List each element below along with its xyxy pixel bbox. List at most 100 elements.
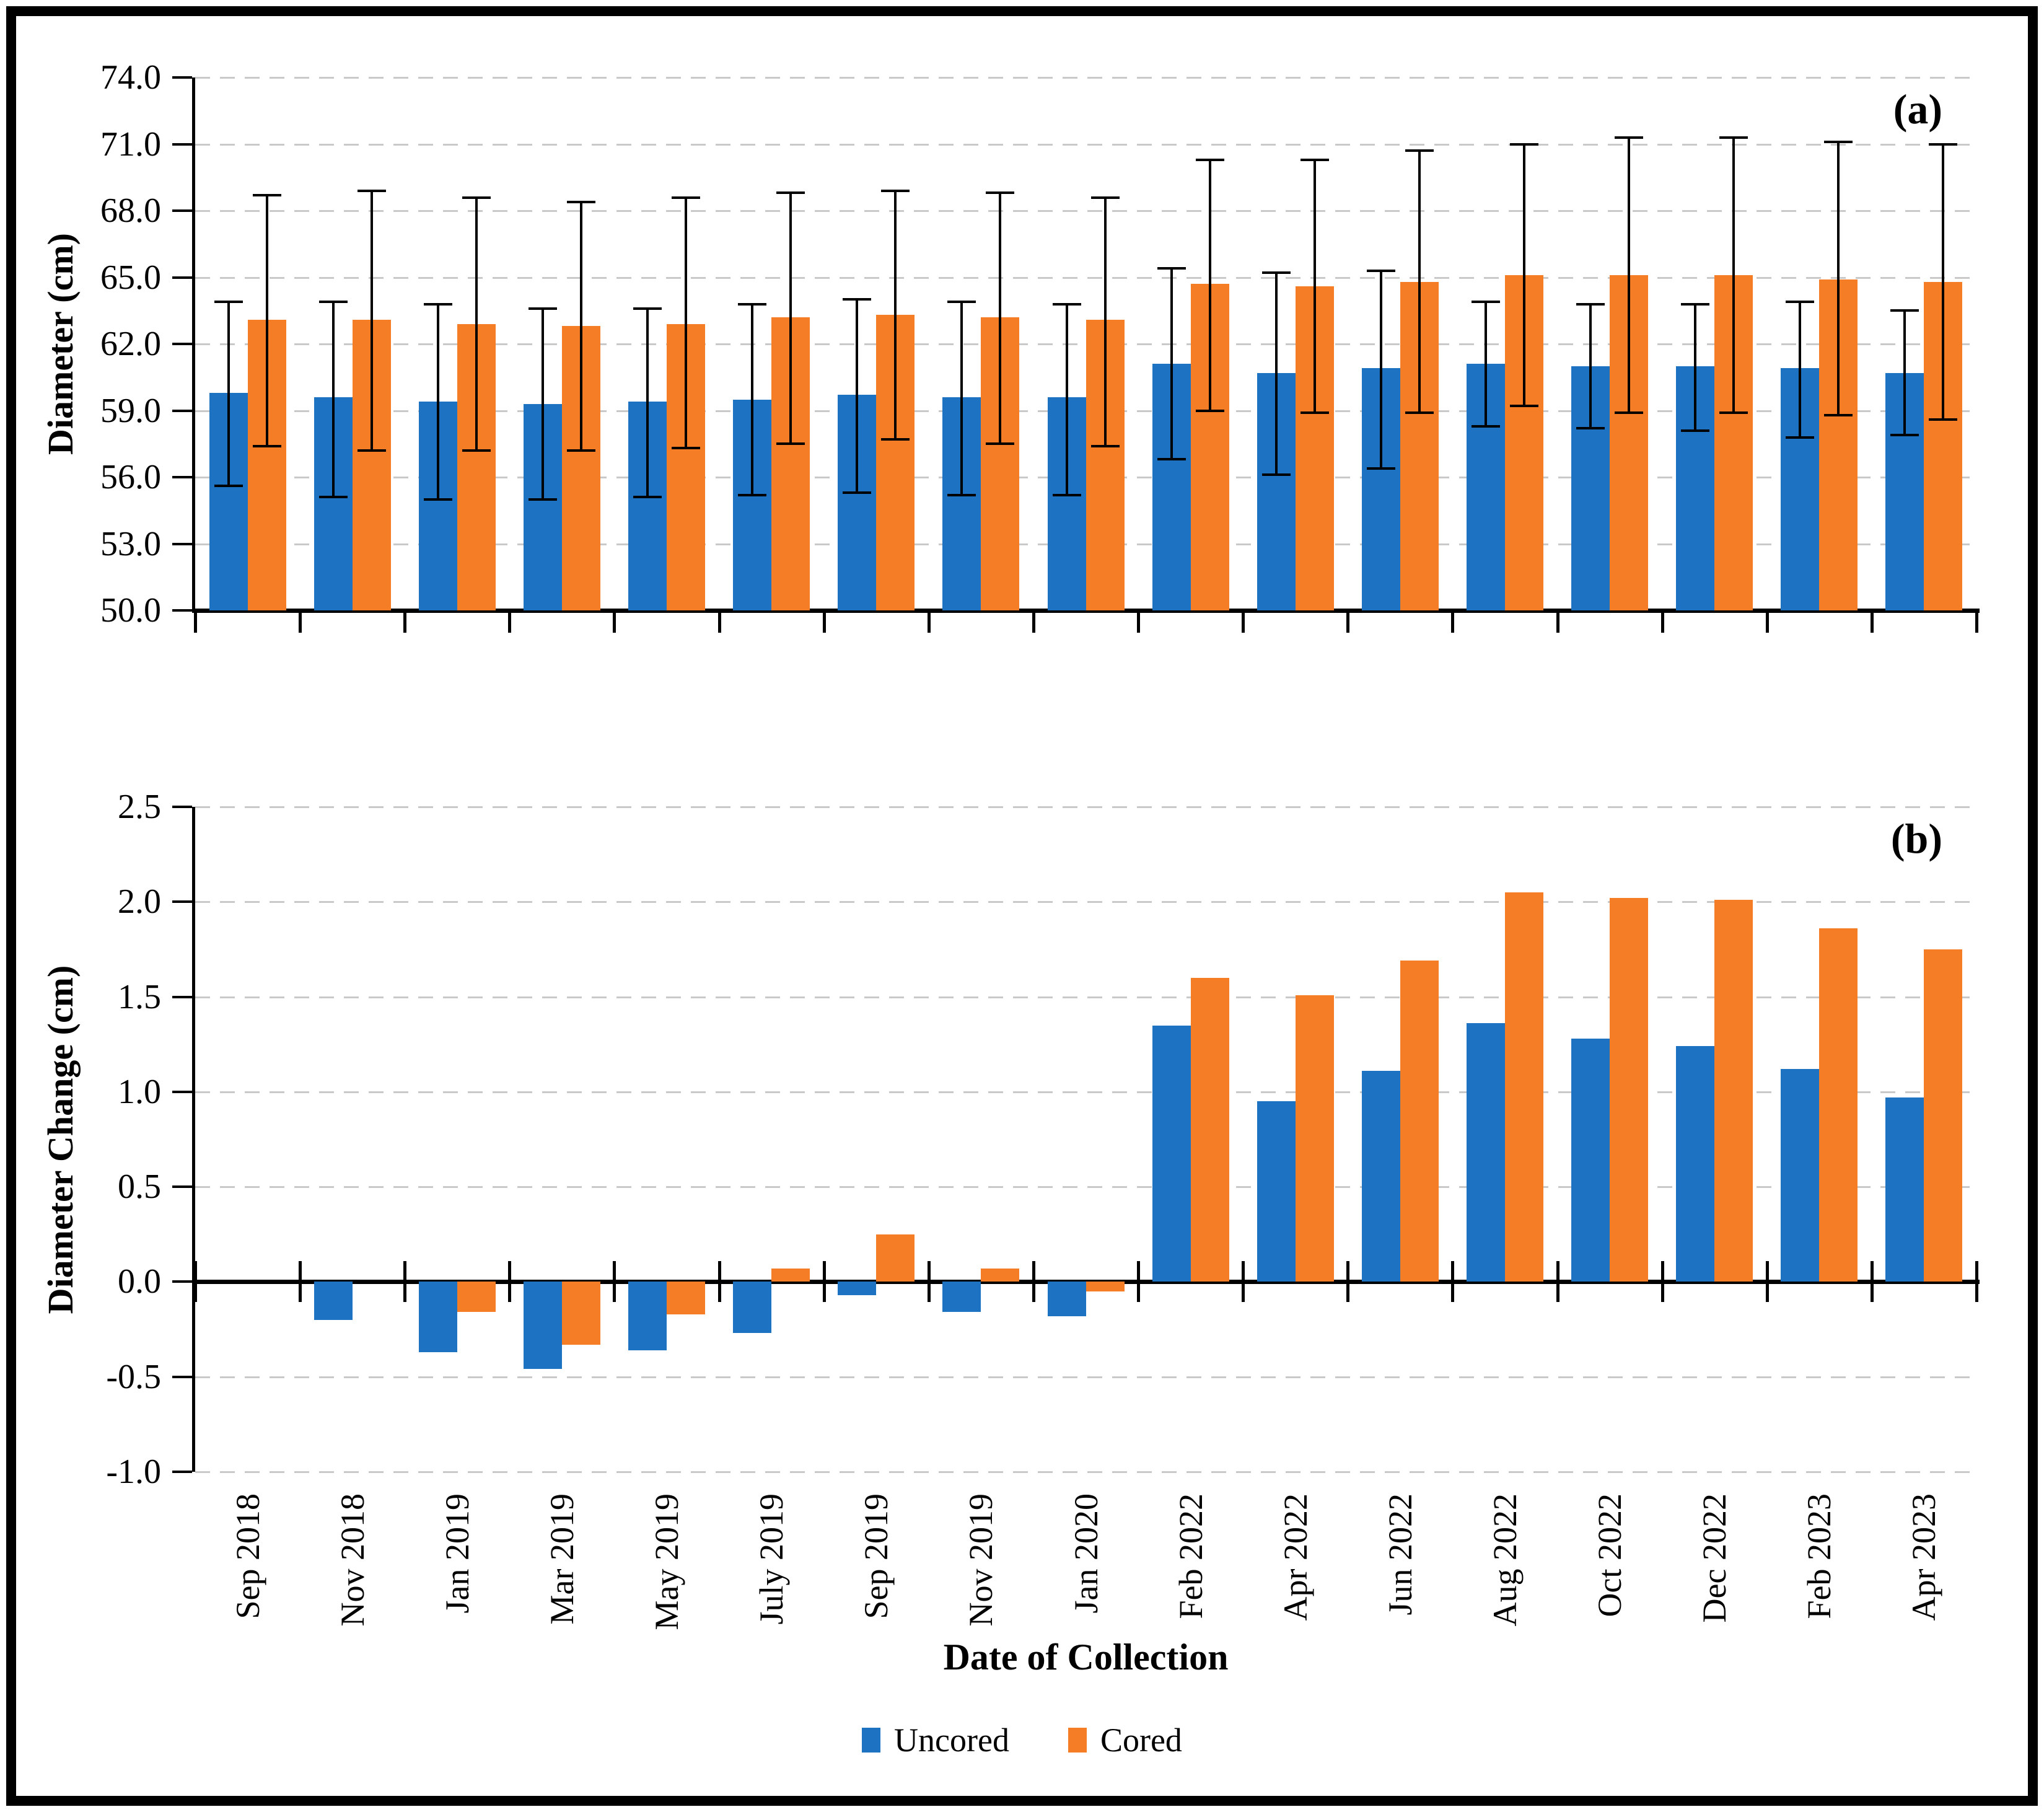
error-bar-line [541,308,544,499]
error-bar-cap-top [1195,158,1224,161]
error-bar-line [751,304,754,495]
error-bar-cap-bottom [1471,424,1500,428]
error-bar-line [1313,159,1316,413]
legend: Uncored Cored [0,1722,2044,1759]
category-boundary-tick [403,1261,407,1303]
error-bar-cap-top [528,307,557,310]
error-bar-cap-bottom [1157,458,1186,461]
y-tick-label: 65.0 [100,258,161,297]
category-boundary-tick [1242,1261,1245,1303]
y-tick-label: 0.0 [118,1262,161,1301]
bar-cored [981,1268,1020,1282]
bar-cored [1400,961,1439,1282]
bar-uncored [838,1282,877,1295]
bar-uncored [1047,1282,1086,1316]
error-bar-cap-top [843,298,872,301]
bar-uncored [1466,1023,1505,1282]
category-boundary-tick [927,613,931,633]
bar-cored [1086,1282,1125,1291]
error-bar-line [370,190,373,451]
panel-a-y-axis-title: Diameter (cm) [40,233,81,455]
bar-uncored [1361,1071,1400,1282]
error-bar-cap-top [1052,302,1081,306]
category-boundary-tick [1870,1261,1874,1303]
bar-cored [1295,995,1334,1282]
error-bar-cap-top [1681,302,1710,306]
bar-cored [1504,892,1543,1282]
error-bar-cap-top [1157,267,1186,270]
category-boundary-tick [1346,1261,1350,1303]
category-boundary-tick [613,1261,616,1303]
error-bar-line [1484,301,1487,426]
bar-uncored [733,1282,772,1334]
y-axis-tick [172,609,192,612]
legend-item: Cored [1068,1722,1182,1759]
y-axis-tick [172,1471,192,1473]
error-bar-line [579,201,582,451]
y-tick-label: 1.5 [118,977,161,1016]
y-tick-label: 0.5 [118,1168,161,1207]
gridline [195,1376,1976,1378]
category-boundary-tick [194,613,197,633]
error-bar-cap-bottom [214,485,243,488]
error-bar-cap-top [462,196,491,199]
y-tick-label: 53.0 [100,524,161,563]
error-bar-cap-top [1890,309,1919,312]
error-bar-cap-bottom [1300,411,1329,415]
bar-uncored [942,1282,981,1313]
error-bar-line [331,301,335,498]
panel-a-label: (a) [1893,86,1942,133]
error-bar-line [1065,304,1068,495]
error-bar-cap-top [357,189,386,192]
legend-swatch-uncored [862,1728,881,1753]
bar-uncored [1676,1046,1715,1282]
category-boundary-tick [1765,1261,1769,1303]
y-axis-tick [172,409,192,412]
error-bar-line [789,193,792,444]
category-boundary-tick [1137,613,1141,633]
category-boundary-tick [1556,1261,1559,1303]
bar-uncored [314,1282,353,1320]
y-tick-label: 2.5 [118,788,161,826]
category-boundary-tick [1032,1261,1035,1303]
error-bar-line [1903,310,1906,435]
error-bar-line [1628,137,1631,413]
panel-a-plot: (a) 50.0 53.0 56.0 59.0 62.0 65.0 68.0 71.0 74.0 [100,59,1980,633]
category-boundary-tick [299,1261,302,1303]
category-boundary-tick [1660,1261,1664,1303]
error-bar-cap-bottom [1052,493,1081,496]
gridline [195,143,1976,146]
error-bar-cap-bottom [1090,444,1120,447]
gridline [195,1091,1976,1093]
y-axis-line [192,807,195,1472]
error-bar-cap-top [947,300,976,303]
error-bar-cap-bottom [1786,436,1815,439]
error-bar-cap-bottom [1719,411,1748,415]
error-bar-cap-bottom [1576,427,1605,430]
category-boundary-tick [299,613,302,633]
error-bar-cap-bottom [423,498,452,501]
category-boundary-tick [1556,613,1559,633]
y-tick-label: 56.0 [100,458,161,496]
error-bar-line [1379,270,1382,468]
category-boundary-tick [508,613,512,633]
error-bar-cap-bottom [947,493,976,496]
y-axis-tick [172,76,192,79]
bar-cored [1819,928,1858,1282]
error-bar-cap-top [1509,143,1538,146]
error-bar-line [1208,159,1211,411]
gridline [195,996,1976,998]
y-axis-line [192,77,195,610]
gridline [195,276,1976,279]
bar-cored [667,1282,706,1314]
panel-b-label: (b) [1890,815,1942,862]
error-bar-line [685,197,688,449]
error-bar-line [1103,197,1107,446]
error-bar-cap-top [1929,143,1958,146]
error-bar-line [265,195,268,446]
error-bar-cap-top [318,300,348,303]
error-bar-line [1589,304,1592,429]
category-boundary-tick [1975,1261,1978,1303]
error-bar-cap-bottom [1366,467,1395,470]
error-bar-line [1274,273,1278,475]
